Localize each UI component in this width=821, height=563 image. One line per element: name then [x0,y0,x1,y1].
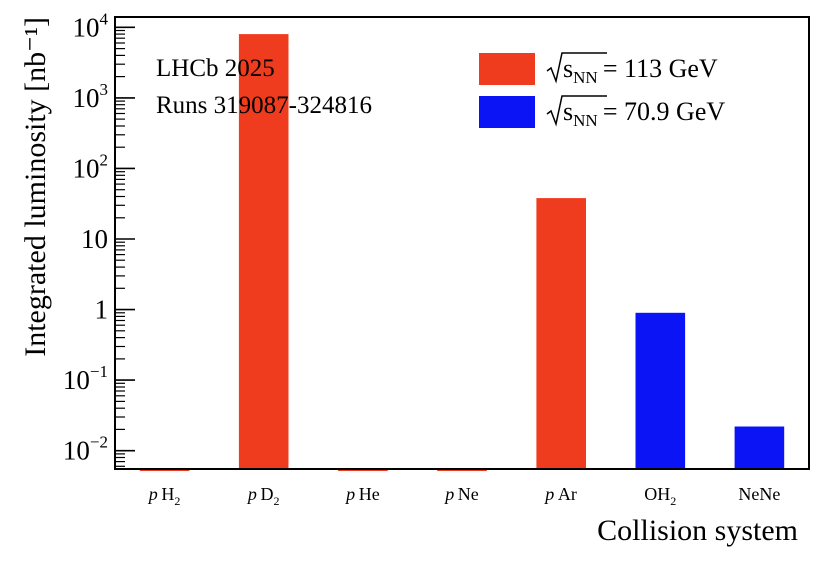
y-tick-label: 10 [81,224,108,254]
legend-label: sNN = 113 GeV [563,54,718,87]
sqrt-symbol [546,95,607,127]
x-axis-category-labels: p H2 p D2 p He p Ne p Ar OH2 NeNe [147,484,781,508]
y-tick-label: 103 [73,80,109,113]
x-tick-label: p H2 [147,484,181,508]
legend-swatch [479,53,535,85]
y-tick-label: 10−2 [63,433,108,466]
legend-swatch [479,96,535,128]
x-tick-label: OH2 [644,484,676,508]
y-tick-label: 10−1 [63,362,108,395]
x-axis-title: Collision system [597,514,798,547]
x-tick-label: p D2 [246,484,280,508]
y-axis-ticks: 10−2 10−1 1 10 102 103 104 [63,9,135,467]
annotation-runs: Runs 319087-324816 [156,92,372,119]
bars-layer [139,34,785,471]
y-tick-label: 1 [95,295,109,325]
sqrt-symbol [546,52,607,84]
bar-par [536,198,586,469]
x-tick-label: p Ar [543,484,577,504]
bar-oh2 [635,312,686,469]
y-tick-label: 102 [73,150,109,183]
legend: sNN = 113 GeV sNN = 70.9 GeV [479,52,725,130]
bar-nene [734,426,785,469]
annotation-experiment: LHCb 2025 [156,55,275,82]
y-axis-title: Integrated luminosity [nb⁻¹] [19,17,52,357]
x-tick-label: p Ne [443,484,479,504]
y-tick-label: 104 [73,9,109,42]
bar-pd2 [238,34,289,469]
x-tick-label: p He [344,484,380,504]
plot-frame [114,16,810,470]
legend-label: sNN = 70.9 GeV [563,97,725,130]
x-tick-label: NeNe [738,484,780,504]
